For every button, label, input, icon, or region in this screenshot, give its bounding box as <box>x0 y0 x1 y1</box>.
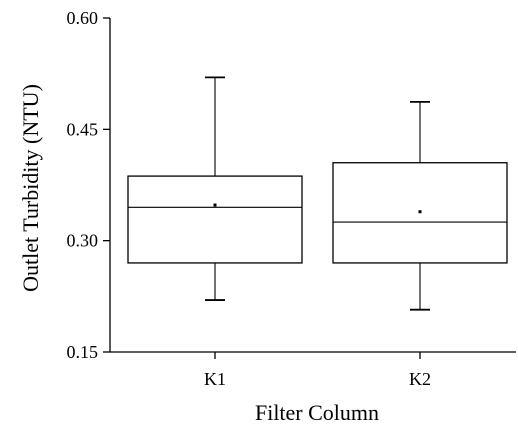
y-axis-label: Outlet Turbidity (NTU) <box>18 84 43 292</box>
boxes <box>127 76 508 311</box>
plot-frame <box>109 18 516 353</box>
iqr-box <box>127 175 303 264</box>
y-tick-label: 0.30 <box>67 231 99 251</box>
x-tick-label: K2 <box>409 369 431 389</box>
box-k1 <box>127 76 303 301</box>
x-axis: K1 K2 <box>204 352 431 389</box>
mean-marker <box>213 203 217 207</box>
x-axis-label: Filter Column <box>255 400 379 425</box>
y-tick-label: 0.15 <box>67 342 99 362</box>
x-tick-label: K1 <box>204 369 226 389</box>
y-axis: 0.15 0.30 0.45 0.60 <box>67 8 110 362</box>
y-tick-label: 0.45 <box>67 119 99 139</box>
box-k2 <box>332 100 508 311</box>
y-tick-label: 0.60 <box>67 8 99 28</box>
mean-marker <box>418 210 422 214</box>
